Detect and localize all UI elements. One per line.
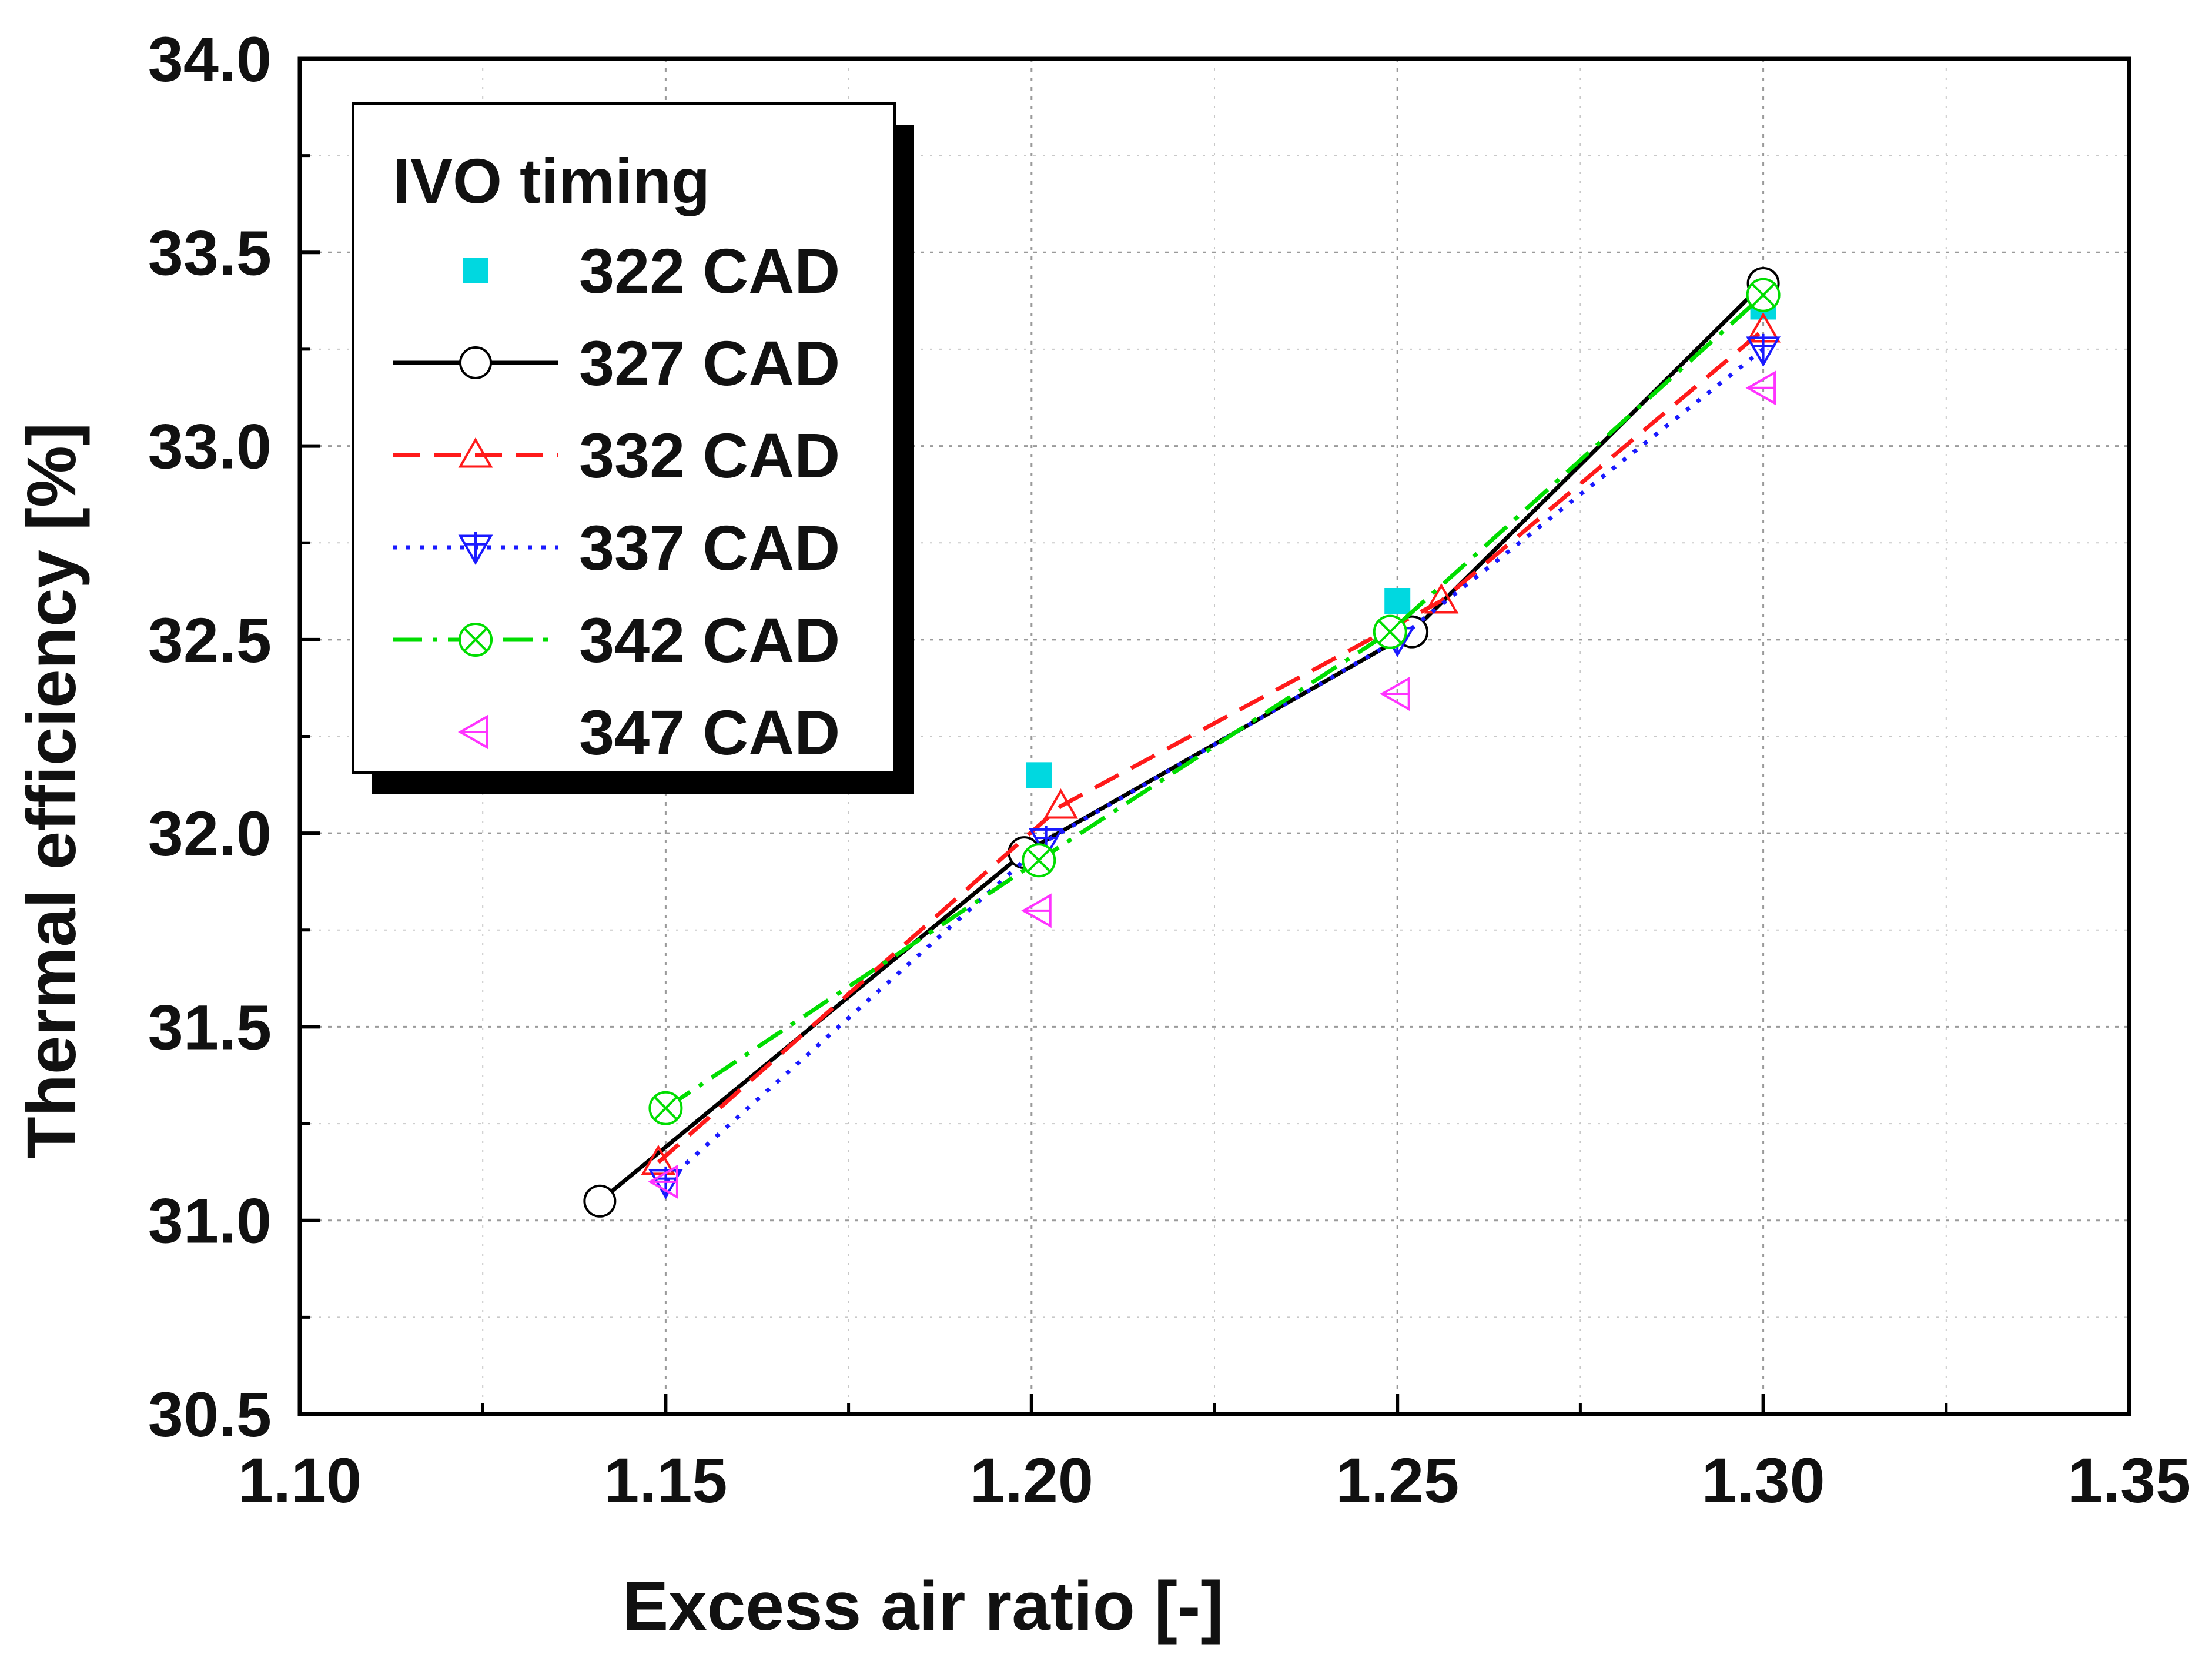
point-342-cad-cross-b	[1751, 283, 1776, 308]
series-layer	[583, 266, 1781, 1218]
point-322-cad	[1384, 588, 1411, 614]
y-tick-label: 31.5	[148, 991, 272, 1062]
point-342-cad-cross-b	[1378, 620, 1403, 644]
point-347-cad	[648, 1164, 678, 1199]
y-tick-label: 31.0	[148, 1185, 272, 1256]
point-327-cad	[583, 1184, 617, 1218]
point-342-cad-cross-b	[653, 1096, 678, 1121]
y-axis-label: Thermal efficiency [%]	[13, 423, 91, 1159]
series-332-cad	[641, 312, 1781, 1175]
point-342-cad-cross-b	[1026, 848, 1051, 873]
legend-entry-327-cad: 327 CAD	[393, 327, 840, 399]
legend-entry-337-cad: 337 CAD	[393, 512, 840, 583]
legend-marker-337-cad	[458, 532, 493, 566]
series-347-cad	[648, 370, 1776, 1199]
point-332-cad	[1424, 583, 1459, 614]
y-tick-label: 33.5	[148, 217, 272, 288]
y-tick-label: 32.5	[148, 604, 272, 676]
x-tick-label: 1.30	[1701, 1445, 1825, 1516]
series-line-332-cad	[657, 328, 1765, 1164]
plot-frame	[297, 56, 2131, 1416]
legend-entry-322-cad: 322 CAD	[463, 235, 840, 306]
x-tick-label: 1.10	[238, 1445, 362, 1516]
y-axis-ticks: 30.5 31.0 31.5 32.0 32.5 33.0 33.5 34.0	[148, 24, 320, 1450]
x-axis-ticks: 1.10 1.15 1.20 1.25 1.30 1.35	[238, 1394, 2191, 1516]
x-tick-label: 1.15	[604, 1445, 727, 1516]
point-347-cad	[1745, 370, 1776, 406]
y-tick-label: 30.5	[148, 1379, 272, 1450]
y-tick-label: 34.0	[148, 24, 272, 95]
legend-entry-332-cad: 332 CAD	[393, 420, 840, 491]
point-332-cad	[641, 1144, 676, 1175]
legend-marker-327-cad	[459, 346, 492, 379]
legend-label-347-cad: 347 CAD	[579, 697, 840, 768]
legend-label-327-cad: 327 CAD	[579, 327, 840, 399]
series-line-342-cad	[664, 293, 1765, 1110]
point-322-cad	[1026, 762, 1052, 788]
point-342-cad	[1373, 614, 1407, 649]
x-tick-label: 1.25	[1336, 1445, 1459, 1516]
legend-box	[352, 102, 896, 774]
legend-entries: 322 CAD 327 CAD 332 CAD 337 CAD 342 CAD 347 C…	[393, 235, 840, 768]
legend-marker-342-cad-cross-b	[463, 627, 488, 652]
legend-label-322-cad: 322 CAD	[579, 235, 840, 306]
legend-marker-322-cad	[463, 258, 488, 283]
point-337-cad	[1746, 333, 1781, 367]
point-332-cad	[1043, 788, 1079, 819]
series-line-327-cad	[598, 282, 1765, 1203]
x-axis-label: Excess air ratio [-]	[622, 1568, 1223, 1645]
x-tick-label: 1.20	[970, 1445, 1093, 1516]
legend-label-337-cad: 337 CAD	[579, 512, 840, 583]
series-342-cad	[648, 278, 1781, 1125]
legend-marker-332-cad	[458, 437, 493, 468]
point-342-cad	[648, 1091, 683, 1125]
y-tick-label: 33.0	[148, 411, 272, 482]
legend-entry-342-cad: 342 CAD	[393, 604, 840, 676]
legend-label-342-cad: 342 CAD	[579, 604, 840, 676]
legend-entry-347-cad: 347 CAD	[457, 697, 840, 768]
legend-marker-347-cad	[457, 714, 488, 750]
point-342-cad	[1022, 843, 1056, 878]
point-342-cad	[1746, 278, 1781, 312]
y-tick-label: 32.0	[148, 798, 272, 869]
legend-marker-342-cad	[459, 623, 493, 657]
point-347-cad	[1380, 676, 1410, 711]
point-347-cad	[1021, 893, 1052, 928]
x-tick-label: 1.35	[2067, 1445, 2191, 1516]
legend-label-332-cad: 332 CAD	[579, 420, 840, 491]
legend-title: IVO timing	[393, 145, 710, 216]
